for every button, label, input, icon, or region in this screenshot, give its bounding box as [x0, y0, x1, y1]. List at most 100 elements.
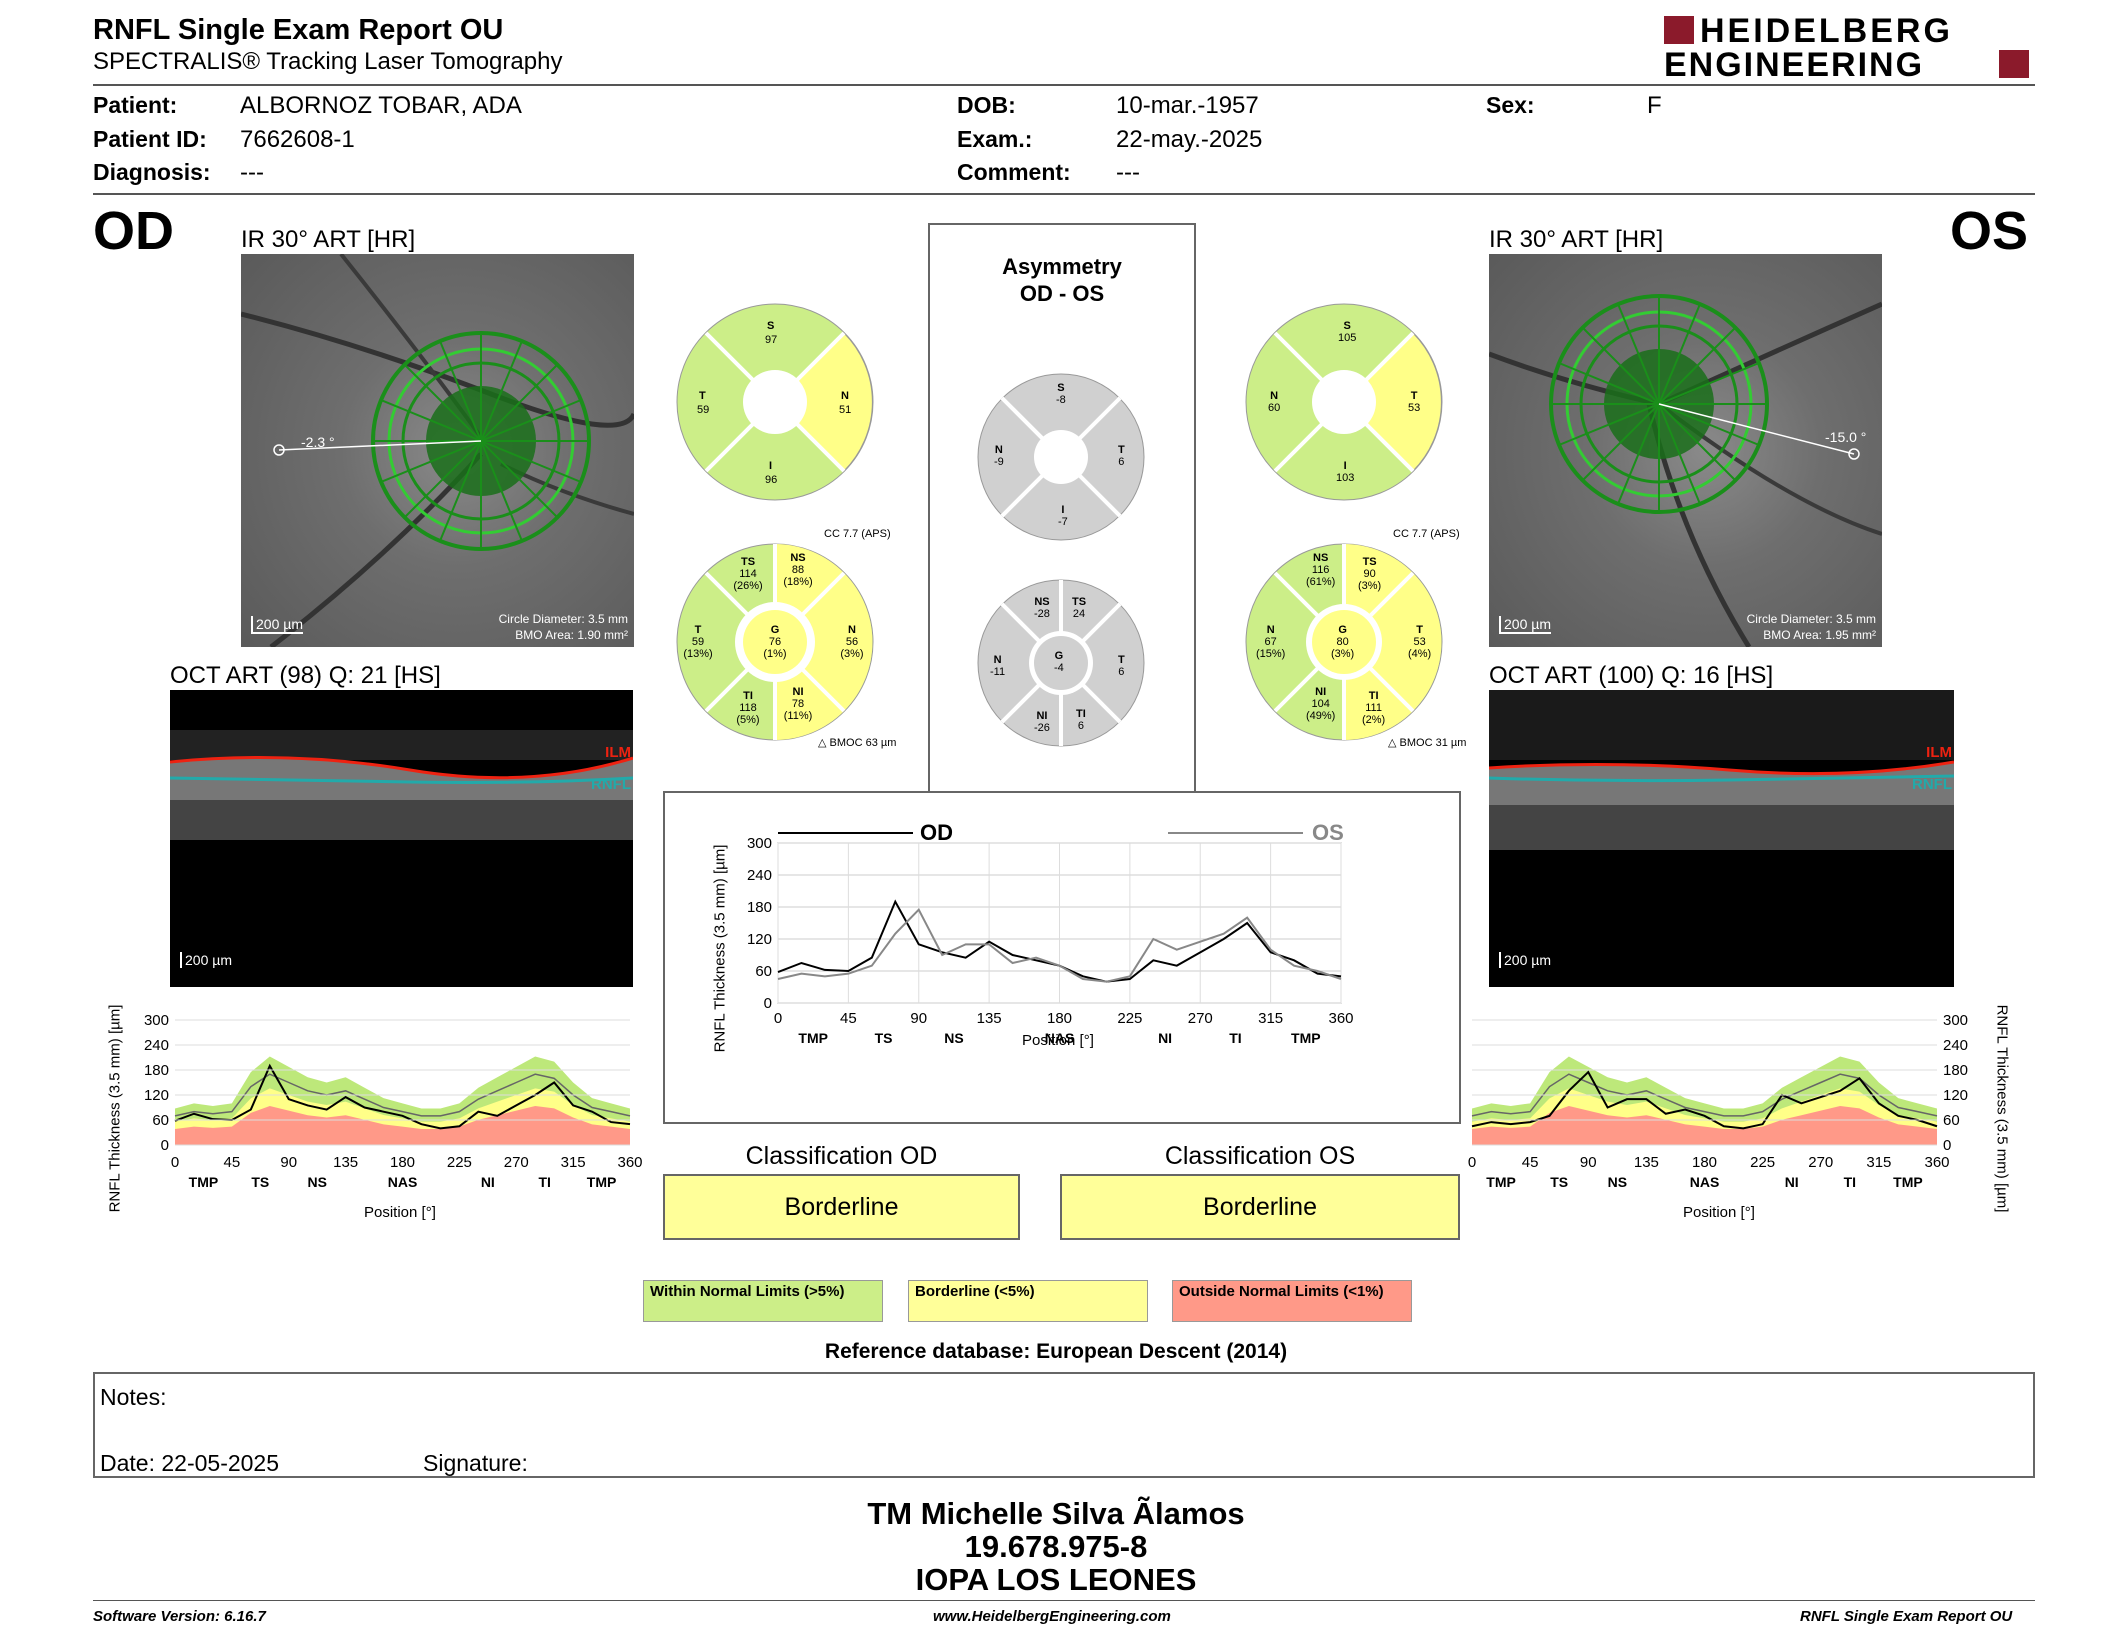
legend-borderline: Borderline (<5%)	[908, 1280, 1148, 1322]
cmp-ytick: 0	[764, 995, 772, 1012]
os-n-value: 60	[1268, 402, 1281, 414]
os-g: G 80 (3%)	[1331, 624, 1354, 660]
diagnosis-label: Diagnosis:	[93, 159, 211, 185]
os-oct-graphic	[1489, 690, 1954, 850]
zone-label: NS	[307, 1174, 326, 1190]
ytick: 300	[1943, 1012, 1968, 1029]
logo-line1: HEIDELBERG	[1700, 12, 1953, 50]
asym-t6-label: T	[1118, 654, 1125, 666]
exam-value: 22-may.-2025	[1116, 126, 1263, 153]
os-bmoc: △ BMOC 31 µm	[1388, 737, 1467, 749]
zone-label: NI	[1785, 1174, 1799, 1190]
comparison-ylabel: RNFL Thickness (3.5 mm) [µm]	[711, 844, 729, 1053]
od-cc: CC 7.7 (APS)	[824, 528, 891, 540]
comparison-chart: 300 240 180 120 60 00 45 90 135 180 225 270 315 360 TM…	[747, 832, 1354, 1046]
asym-n-value: -9	[994, 456, 1004, 468]
comparison-xlabel: Position [°]	[1022, 1032, 1094, 1049]
asym-n: N -9	[994, 444, 1004, 468]
asym-n6-value: -11	[990, 666, 1006, 678]
od-ti-value: 118	[739, 702, 757, 714]
od-i-value: 96	[765, 474, 778, 486]
asym-n-label: N	[994, 444, 1003, 456]
patient-label: Patient:	[93, 92, 178, 118]
os-ts: TS 90 (3%)	[1358, 556, 1381, 592]
od-ts-label: TS	[740, 556, 756, 568]
os-oct-title: OCT ART (100) Q: 16 [HS]	[1489, 662, 1774, 689]
od-n6-value: 56	[845, 636, 859, 648]
ytick: 300	[144, 1012, 169, 1029]
comment-label: Comment:	[957, 159, 1071, 185]
od-t-label: T	[699, 390, 706, 402]
od-ti-label: TI	[743, 690, 753, 702]
report-subtitle: SPECTRALIS® Tracking Laser Tomography	[93, 48, 563, 75]
stamp-name: TM Michelle Silva Ãlamos	[867, 1496, 1245, 1531]
cmp-ytick: 120	[747, 931, 772, 948]
footer-report: RNFL Single Exam Report OU	[1800, 1608, 2013, 1625]
cmp-zone-label: NAS	[1045, 1030, 1075, 1046]
ytick: 180	[1943, 1062, 1968, 1079]
comparison-od-label: OD	[920, 820, 953, 845]
asym-sector-6-graphic	[977, 579, 1145, 747]
zone-label: TI	[1844, 1174, 1856, 1190]
od-n6: N 56 (3%)	[837, 624, 867, 660]
asym-t-value: 6	[1118, 456, 1125, 468]
os-sector-4-graphic	[1245, 303, 1443, 501]
asym-i-label: I	[1061, 504, 1065, 516]
od-i-label: I	[769, 460, 773, 472]
od-t-value: 59	[697, 404, 710, 416]
od-graph-xlabel: Position [°]	[364, 1204, 436, 1221]
ytick: 0	[161, 1137, 169, 1154]
od-n-value: 51	[839, 404, 852, 416]
od-t6-value: 59	[691, 636, 705, 648]
xtick: 315	[561, 1154, 586, 1171]
legend-outside: Outside Normal Limits (<1%)	[1172, 1280, 1412, 1322]
asym-g-value: -4	[1054, 662, 1064, 674]
cmp-ytick: 180	[747, 899, 772, 916]
os-sector-6: NS 116 (61%) TS 90 (3%) N 67 (15%) G 80 (3%) T 53…	[1244, 542, 1444, 742]
os-n6-pct: (15%)	[1256, 648, 1286, 660]
os-t6-label: T	[1416, 624, 1423, 636]
od-ni: NI 78 (11%)	[783, 686, 813, 722]
xtick: 270	[1808, 1154, 1833, 1171]
od-sector-4-graphic	[676, 303, 874, 501]
xtick: 270	[504, 1154, 529, 1171]
asym-ns: NS -28	[1034, 596, 1050, 620]
os-bmo-area: BMO Area: 1.95 mm²	[1763, 628, 1876, 642]
od-graph-ylabel: RNFL Thickness (3.5 mm) [µm]	[106, 1004, 124, 1213]
od-g: G 76 (1%)	[760, 624, 790, 660]
os-graph-xlabel: Position [°]	[1683, 1204, 1755, 1221]
asym-s-label: S	[1057, 382, 1065, 394]
od-t6: T 59 (13%)	[683, 624, 713, 660]
zone-label: TS	[251, 1174, 269, 1190]
asymmetry-title-2: OD - OS	[1019, 281, 1105, 306]
od-t6-pct: (13%)	[683, 648, 713, 660]
os-angle: -15.0 °	[1825, 429, 1867, 445]
os-ti-pct: (2%)	[1362, 714, 1386, 726]
os-t-label: T	[1410, 390, 1418, 402]
os-n: N 60	[1268, 390, 1280, 414]
od-n6-pct: (3%)	[840, 648, 864, 660]
xtick: 45	[1522, 1154, 1539, 1171]
os-n6-value: 67	[1264, 636, 1277, 648]
stamp-institution: IOPA LOS LEONES	[915, 1562, 1197, 1597]
os-fundus-overlay	[1489, 294, 1882, 647]
od-g-pct: (1%)	[763, 648, 787, 660]
asym-n6-label: N	[993, 654, 1002, 666]
dob-label: DOB:	[957, 92, 1016, 118]
xtick: 180	[390, 1154, 415, 1171]
asym-ni: NI -26	[1034, 710, 1050, 734]
os-graph-ylabel: RNFL Thickness (3.5 mm) [µm]	[1993, 1004, 2011, 1213]
od-bmo-area: BMO Area: 1.90 mm²	[515, 628, 628, 642]
os-oct-image: ILM RNFL 200 µm	[1489, 690, 1954, 987]
os-t6-pct: (4%)	[1408, 648, 1432, 660]
footer-website[interactable]: www.HeidelbergEngineering.com	[933, 1608, 1171, 1625]
heidelberg-logo: HEIDELBERG ENGINEERING	[1664, 12, 2034, 87]
comment-value: ---	[1116, 159, 1140, 186]
od-bmoc: △ BMOC 63 µm	[818, 737, 897, 749]
classification-os-box: Borderline	[1060, 1174, 1460, 1240]
asym-s: S -8	[1056, 382, 1066, 406]
xtick: 360	[617, 1154, 642, 1171]
signature-stamp: TM Michelle Silva Ãlamos 19.678.975-8 IO…	[0, 1497, 2112, 1596]
